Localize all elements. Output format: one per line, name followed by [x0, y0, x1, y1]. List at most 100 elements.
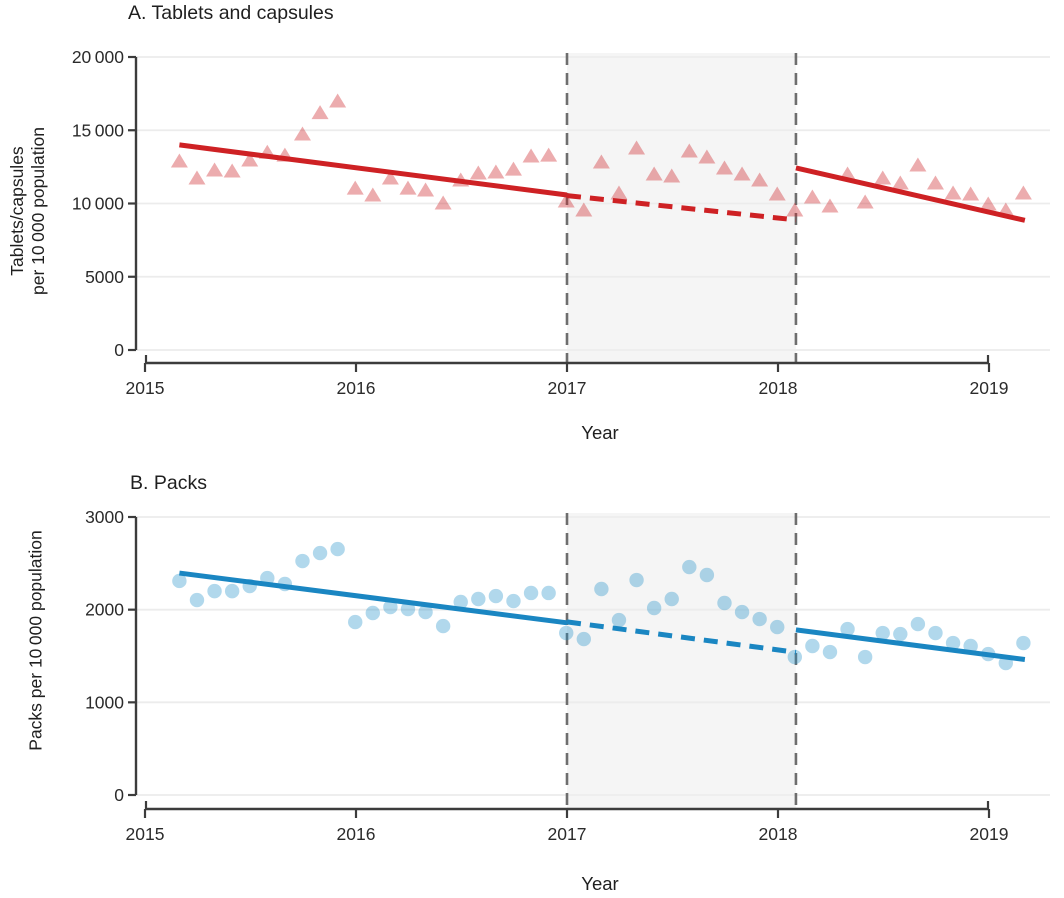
data-point-circle — [207, 583, 222, 599]
data-point-triangle — [715, 160, 733, 175]
data-point-triangle — [575, 202, 593, 217]
y-tick-label: 5000 — [85, 267, 124, 287]
x-tick-label: 2019 — [970, 824, 1009, 844]
data-point-triangle — [417, 182, 435, 197]
data-point-circle — [506, 593, 521, 609]
data-point-circle — [523, 585, 539, 601]
data-point-triangle — [856, 194, 874, 209]
data-point-triangle — [364, 187, 382, 202]
y-tick-label: 3000 — [85, 507, 124, 527]
shaded-region — [567, 513, 796, 809]
data-point-circle — [770, 619, 785, 635]
data-point-circle — [717, 595, 732, 611]
data-point-triangle — [926, 175, 944, 190]
data-point-triangle — [170, 153, 188, 168]
y-tick-label: 15 000 — [72, 120, 124, 140]
data-point-triangle — [821, 198, 839, 213]
data-point-circle — [893, 626, 908, 642]
data-point-triangle — [399, 180, 417, 195]
x-tick-label: 2015 — [126, 824, 165, 844]
data-point-circle — [400, 601, 416, 617]
data-point-circle — [928, 625, 943, 641]
data-point-triangle — [733, 166, 751, 181]
data-point-circle — [348, 614, 363, 630]
data-point-circle — [453, 594, 468, 610]
data-point-triangle — [680, 143, 698, 158]
data-point-circle — [1016, 635, 1031, 651]
data-point-circle — [576, 631, 592, 647]
data-point-triangle — [487, 164, 505, 179]
x-tick-label: 2015 — [126, 378, 165, 398]
data-point-circle — [682, 559, 697, 575]
data-point-triangle — [540, 147, 558, 162]
panel-b-title: B. Packs — [130, 472, 207, 494]
y-tick-label: 1000 — [85, 692, 124, 712]
data-point-circle — [295, 553, 310, 569]
data-point-triangle — [979, 196, 997, 211]
panel-a-plot: 0 5000 10 000 15 000 20 000 2015 2016 2017 2018 2… — [72, 47, 1050, 398]
x-tick-label: 2017 — [548, 824, 587, 844]
data-point-circle — [471, 591, 486, 607]
data-point-circle — [611, 612, 627, 628]
trend-segment-solid — [795, 627, 1026, 663]
panel-a-title: A. Tablets and capsules — [128, 2, 334, 24]
data-point-triangle — [311, 105, 329, 120]
x-tick-label: 2018 — [759, 824, 798, 844]
data-point-circle — [488, 588, 504, 604]
data-point-triangle — [434, 195, 452, 210]
data-point-triangle — [522, 148, 540, 163]
y-tick-label: 2000 — [85, 600, 124, 620]
data-point-triangle — [381, 170, 399, 185]
data-point-circle — [945, 635, 961, 651]
data-point-circle — [734, 604, 750, 620]
panel-b-plot: 0 1000 2000 3000 2015 2016 2017 2018 2019 — [85, 507, 1050, 844]
data-point-circle — [822, 644, 838, 660]
panel-b-x-axis-label: Year — [581, 873, 619, 894]
data-point-circle — [189, 592, 205, 608]
x-tick-label: 2019 — [970, 378, 1009, 398]
data-point-circle — [910, 616, 926, 632]
data-point-circle — [435, 618, 451, 634]
data-point-triangle — [610, 185, 628, 200]
data-point-triangle — [293, 126, 311, 141]
data-point-circle — [224, 583, 240, 599]
data-point-triangle — [592, 154, 610, 169]
data-point-triangle — [698, 149, 716, 164]
data-point-circle — [787, 649, 803, 665]
data-point-circle — [664, 591, 679, 607]
data-point-triangle — [504, 161, 522, 176]
data-point-circle — [172, 573, 187, 589]
data-point-circle — [699, 567, 715, 583]
data-point-circle — [805, 638, 820, 654]
x-tick-label: 2016 — [337, 378, 376, 398]
trend-segment-solid — [795, 165, 1026, 223]
trend-segment-dashed — [566, 619, 797, 655]
data-point-triangle — [188, 170, 206, 185]
y-tick-label: 20 000 — [72, 47, 124, 67]
data-point-triangle — [803, 189, 821, 204]
data-point-triangle — [241, 152, 259, 167]
data-point-triangle — [768, 186, 786, 201]
y-tick-label: 0 — [114, 340, 124, 360]
x-tick-label: 2016 — [337, 824, 376, 844]
x-tick-label: 2018 — [759, 378, 798, 398]
data-point-triangle — [909, 157, 927, 172]
data-point-circle — [383, 599, 398, 615]
data-point-triangle — [645, 166, 663, 181]
data-point-triangle — [962, 186, 980, 201]
data-point-circle — [857, 649, 873, 665]
data-point-circle — [629, 572, 644, 588]
y-tick-label: 0 — [114, 785, 124, 805]
data-point-triangle — [206, 162, 224, 177]
data-point-circle — [365, 605, 381, 621]
data-point-circle — [752, 611, 767, 627]
data-point-triangle — [874, 170, 892, 185]
panel-a-x-axis-label: Year — [581, 422, 619, 443]
trend-segment-solid — [179, 142, 568, 198]
data-point-circle — [840, 621, 855, 637]
data-point-circle — [875, 625, 890, 641]
data-point-triangle — [628, 140, 646, 155]
data-point-circle — [594, 581, 609, 597]
